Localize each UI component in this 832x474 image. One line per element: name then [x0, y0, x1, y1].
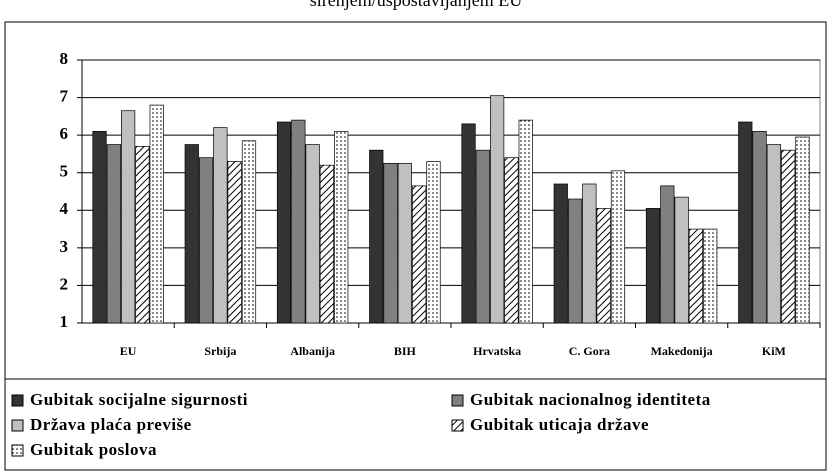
x-tick-label: Srbija	[204, 344, 236, 358]
bar	[426, 161, 441, 324]
y-tick-label: 7	[60, 86, 69, 105]
bar	[198, 157, 214, 324]
bar	[369, 149, 384, 324]
x-tick-label: Hrvatska	[473, 344, 521, 358]
bar	[518, 119, 533, 324]
bar	[184, 144, 199, 324]
bar	[149, 104, 164, 324]
x-tick-label: C. Gora	[569, 344, 610, 358]
bar	[645, 208, 661, 324]
bar	[241, 140, 257, 324]
bar	[688, 228, 704, 324]
y-tick-label: 6	[60, 124, 69, 143]
legend-swatch	[11, 444, 24, 457]
bar	[738, 121, 753, 324]
bar	[582, 183, 597, 324]
bar	[490, 95, 505, 324]
bar	[319, 164, 335, 324]
x-tick-label: Makedonija	[651, 344, 713, 358]
bar	[412, 185, 427, 324]
bar	[276, 121, 292, 324]
legend-label: Gubitak poslova	[30, 440, 157, 459]
y-tick-label: 5	[60, 162, 69, 181]
bar	[92, 131, 107, 324]
legend-label: Gubitak uticaja države	[470, 415, 649, 434]
y-tick-label: 2	[60, 274, 69, 293]
y-tick-label: 3	[60, 237, 69, 256]
y-tick-label: 8	[60, 49, 69, 68]
bar	[752, 131, 767, 324]
legend-box	[4, 378, 827, 471]
x-tick-label: KiM	[762, 344, 786, 358]
bar	[766, 144, 781, 324]
y-tick-label: 4	[60, 199, 69, 218]
legend-swatch	[11, 419, 24, 432]
bar	[660, 185, 675, 324]
bar	[475, 149, 490, 324]
bar	[610, 170, 626, 324]
x-tick-label: Albanija	[290, 344, 335, 358]
legend-swatch	[11, 394, 24, 407]
bar	[397, 162, 412, 324]
x-tick-label: EU	[120, 344, 137, 358]
bar	[106, 144, 121, 324]
bar	[553, 183, 568, 324]
bar	[596, 208, 611, 324]
bar	[291, 119, 306, 324]
legend-label: Gubitak socijalne sigurnosti	[30, 390, 248, 409]
y-tick-label: 1	[60, 312, 69, 331]
bar	[461, 123, 476, 324]
bar	[383, 162, 398, 324]
bar	[567, 198, 583, 324]
bar	[305, 144, 320, 324]
bar	[674, 196, 689, 324]
bar	[135, 146, 150, 324]
bar	[504, 157, 519, 324]
legend-label: Gubitak nacionalnog identiteta	[470, 390, 711, 409]
bar	[781, 149, 796, 324]
x-tick-label: BIH	[394, 344, 417, 358]
bar	[227, 161, 242, 324]
legend-label: Država plaća previše	[30, 415, 192, 434]
bar	[121, 110, 136, 324]
legend-swatch	[451, 394, 464, 407]
legend-swatch	[451, 419, 464, 432]
bar	[213, 127, 228, 324]
bar	[795, 136, 810, 324]
chart-title: širenjem/uspostavljanjem EU	[310, 0, 522, 10]
bar	[703, 228, 718, 324]
bar	[334, 131, 349, 324]
